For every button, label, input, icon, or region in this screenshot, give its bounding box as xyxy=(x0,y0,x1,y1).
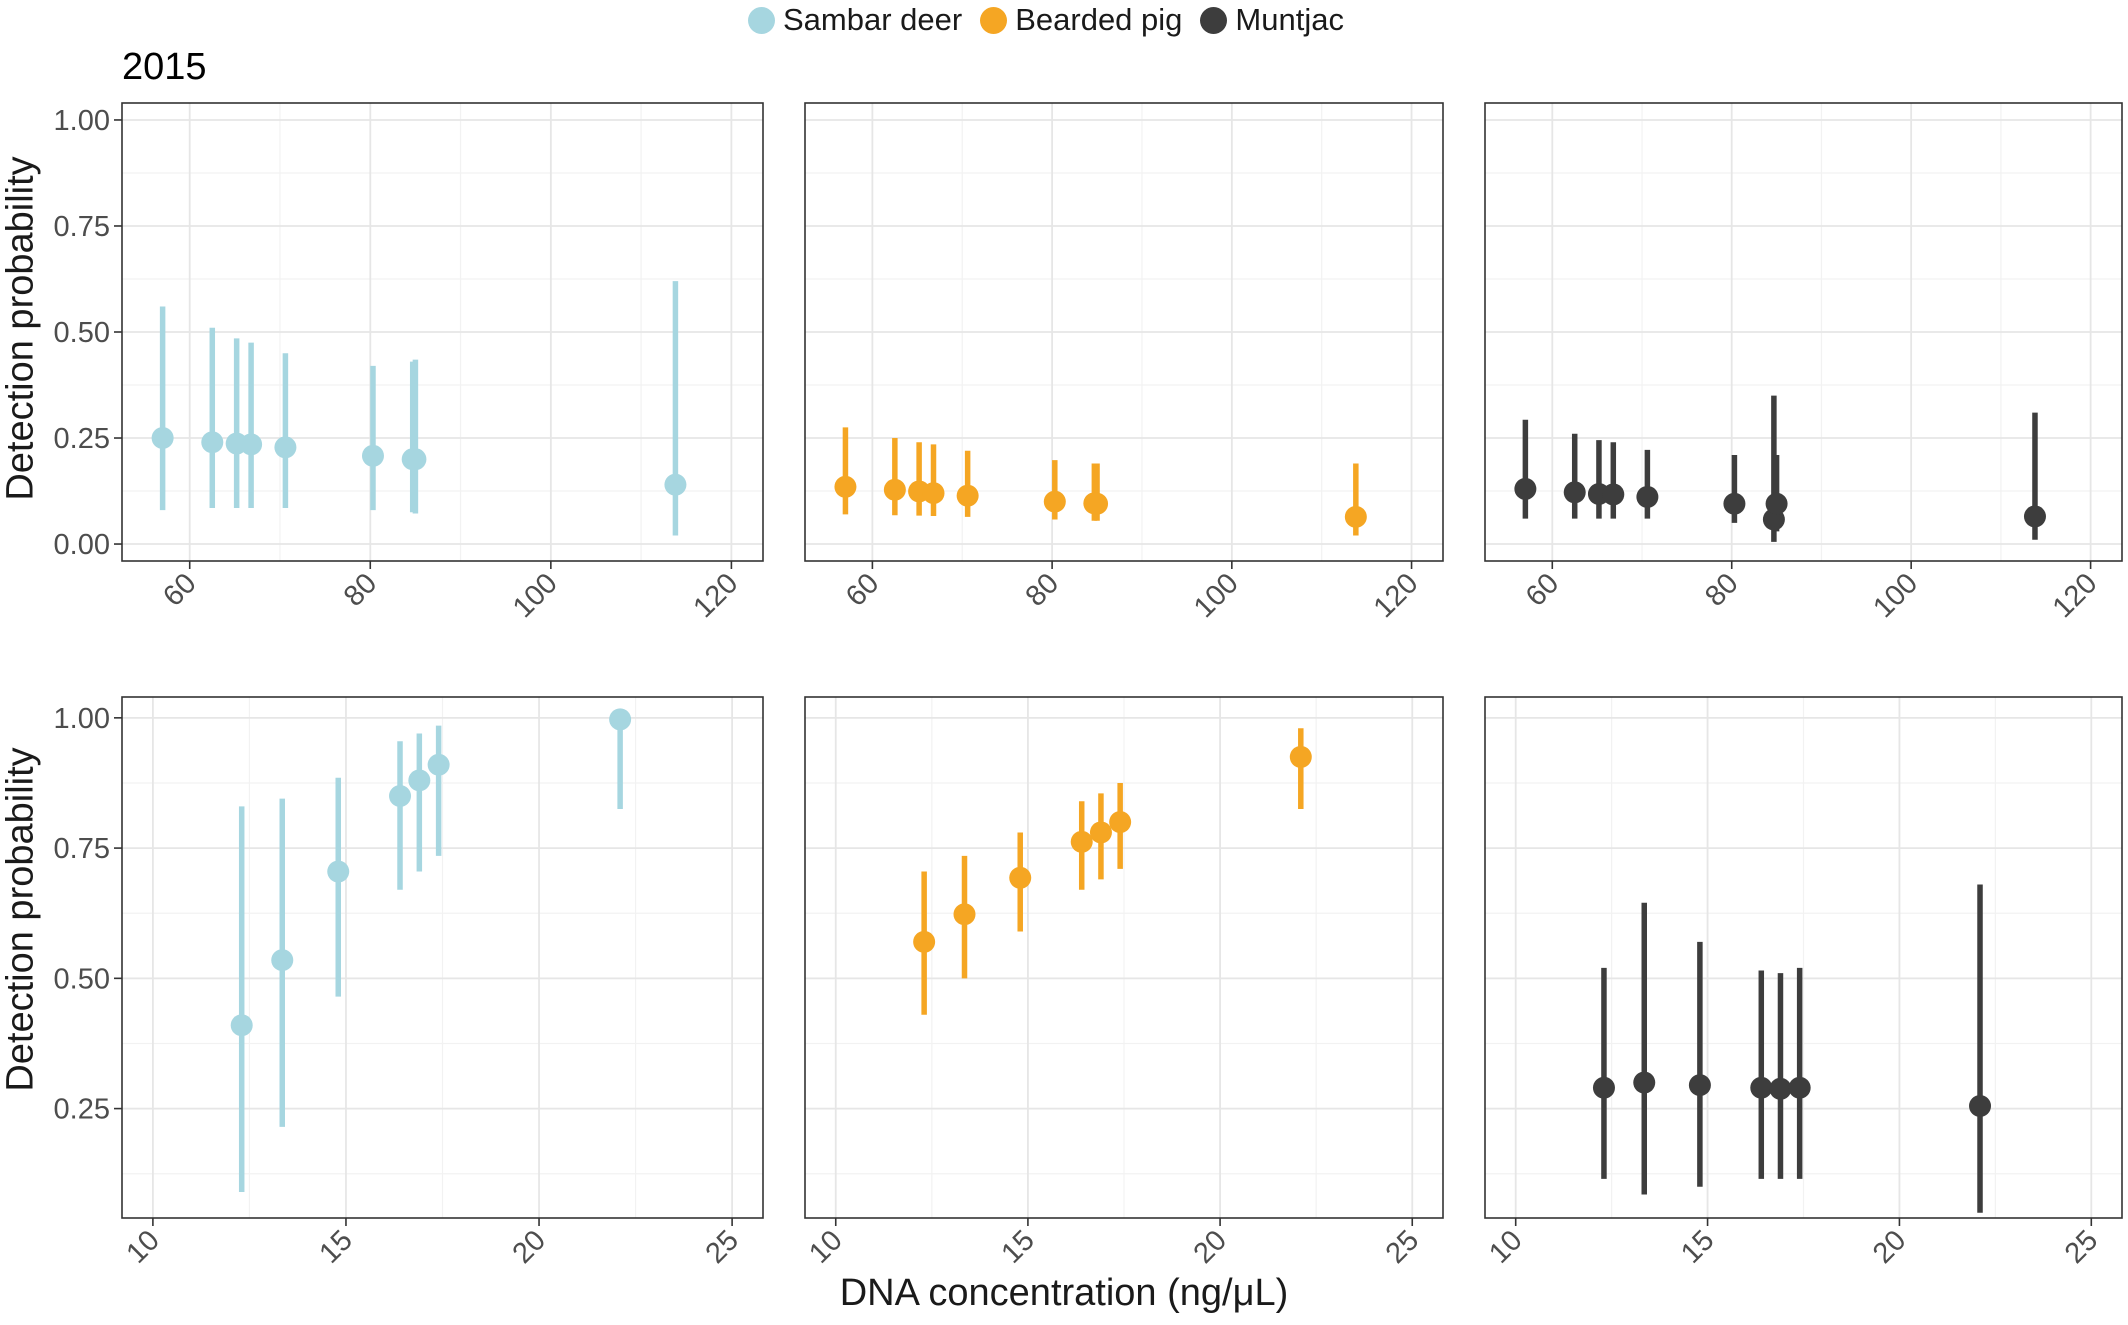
panel-2-1-point xyxy=(427,753,450,776)
panel-1-3-x-tick-label: 80 xyxy=(1699,567,1744,612)
panel-2-3-x-tick-label: 15 xyxy=(1675,1224,1720,1269)
panel-2-1-point xyxy=(408,769,431,792)
panel-2-1-y-tick-label: 1.00 xyxy=(54,703,110,735)
legend-label-bearded-pig: Bearded pig xyxy=(1015,2,1183,37)
panel-2-3-point xyxy=(1750,1076,1773,1099)
legend-label-sambar-deer: Sambar deer xyxy=(783,2,963,37)
panel-2-1-x-tick-label: 10 xyxy=(120,1224,165,1269)
panel-1-2-border xyxy=(804,102,1444,562)
panel-1-1-point xyxy=(404,448,427,471)
panel-1-2-x-tick-label: 100 xyxy=(1188,567,1245,624)
panel-1-3-point xyxy=(1765,492,1788,515)
panel-2-1-y-tick-label: 0.75 xyxy=(54,833,110,865)
panel-1-1-x-tick-label: 60 xyxy=(157,567,202,612)
panel-1-3-point xyxy=(1602,483,1625,506)
panel-2-3-x-tick-label: 10 xyxy=(1483,1224,1528,1269)
panel-2-2-x-tick-label: 10 xyxy=(803,1224,848,1269)
panel-2-3-point xyxy=(1769,1077,1792,1100)
panel-2-3-border xyxy=(1484,696,2123,1219)
panel-2-1-x-tick-label: 25 xyxy=(700,1224,745,1269)
panel-2-3-point xyxy=(1788,1076,1811,1099)
panel-2-3-point xyxy=(1633,1071,1656,1094)
panel-1-1-point xyxy=(664,473,687,496)
panel-1-1-y-tick-label: 1.00 xyxy=(54,105,110,137)
panel-1-3-border xyxy=(1484,102,2123,562)
panel-1-2-x-tick-label: 60 xyxy=(840,567,885,612)
panel-2-1-point xyxy=(271,949,294,972)
panel-2-2-x-tick-label: 20 xyxy=(1188,1224,1233,1269)
panel-2-2-point xyxy=(1289,745,1312,768)
panel-1-3-point xyxy=(2023,505,2046,528)
panel-2-2-x-tick-label: 15 xyxy=(995,1224,1040,1269)
panel-1-3-x-tick-label: 120 xyxy=(2047,567,2104,624)
y-axis-label-top: Detection probability xyxy=(0,156,42,501)
legend-swatch-bearded-pig xyxy=(980,6,1008,34)
panel-2-2-point xyxy=(953,903,976,926)
panel-2-1-point xyxy=(327,860,350,883)
panel-1-2-point xyxy=(1043,490,1066,513)
panel-1-2-point xyxy=(1344,505,1367,528)
panel-1-1-point xyxy=(151,427,174,450)
panel-1-3-point xyxy=(1563,481,1586,504)
panel-1-1-point xyxy=(274,436,297,459)
panel-1-1-point xyxy=(361,444,384,467)
panel-2-3-point xyxy=(1688,1074,1711,1097)
panel-1-2-x-tick-label: 120 xyxy=(1368,567,1425,624)
panel-1-3-point xyxy=(1636,485,1659,508)
panel-2-3-x-tick-label: 25 xyxy=(2059,1224,2104,1269)
panel-2-1-point xyxy=(230,1014,253,1037)
panel-1-1-x-tick-label: 120 xyxy=(688,567,745,624)
panel-1-1-y-tick-label: 0.50 xyxy=(54,317,110,349)
legend-label-muntjac: Muntjac xyxy=(1235,2,1344,37)
x-axis-label: DNA concentration (ng/μL) xyxy=(839,1272,1289,1314)
panel-2-2-point xyxy=(1089,821,1112,844)
panel-1-1-x-tick-label: 100 xyxy=(507,567,564,624)
panel-2-1-y-tick-label: 0.25 xyxy=(54,1094,110,1126)
panel-2-3-point xyxy=(1592,1076,1615,1099)
panel-2-1-point xyxy=(389,784,412,807)
panel-1-2-point xyxy=(883,478,906,501)
panel-2-2-point xyxy=(913,930,936,953)
legend-swatch-muntjac xyxy=(1200,6,1228,34)
panel-1-2-point xyxy=(956,484,979,507)
panel-1-1-y-tick-label: 0.00 xyxy=(54,529,110,561)
panel-2-3-x-tick-label: 20 xyxy=(1867,1224,1912,1269)
panel-1-3-point xyxy=(1514,477,1537,500)
panel-1-1-y-tick-label: 0.75 xyxy=(54,211,110,243)
panel-1-1-x-tick-label: 80 xyxy=(338,567,383,612)
panel-1-3-x-tick-label: 60 xyxy=(1520,567,1565,612)
legend-item-bearded-pig: Bearded pig xyxy=(980,2,1182,38)
panel-2-1-x-tick-label: 20 xyxy=(507,1224,552,1269)
panel-2-2-point xyxy=(1070,830,1093,853)
panel-1-2-point xyxy=(922,482,945,505)
panel-2-1-x-tick-label: 15 xyxy=(313,1224,358,1269)
panel-2-2-point xyxy=(1009,866,1032,889)
panel-2-2-x-tick-label: 25 xyxy=(1380,1224,1425,1269)
panel-1-3-point xyxy=(1723,492,1746,515)
panel-2-2-border xyxy=(804,696,1444,1219)
legend-item-sambar-deer: Sambar deer xyxy=(748,2,962,38)
legend-swatch-sambar-deer xyxy=(748,6,775,34)
panel-2-1-border xyxy=(121,696,764,1219)
panel-2-1-point xyxy=(609,708,632,731)
panel-title: 2015 xyxy=(122,46,207,88)
legend: Sambar deer Bearded pig Muntjac xyxy=(748,2,1344,38)
panel-1-2-point xyxy=(1086,492,1109,515)
y-axis-label-bottom: Detection probability xyxy=(0,747,42,1092)
panel-1-1-point xyxy=(201,431,224,454)
panel-1-3-x-tick-label: 100 xyxy=(1867,567,1924,624)
panel-2-2-point xyxy=(1109,811,1132,834)
panel-2-3-point xyxy=(1969,1094,1992,1117)
panel-1-2-x-tick-label: 80 xyxy=(1020,567,1065,612)
legend-item-muntjac: Muntjac xyxy=(1200,2,1344,38)
panel-1-1-point xyxy=(240,433,263,456)
panel-1-2-point xyxy=(834,475,857,498)
panel-2-1-y-tick-label: 0.50 xyxy=(54,963,110,995)
panel-1-1-y-tick-label: 0.25 xyxy=(54,423,110,455)
